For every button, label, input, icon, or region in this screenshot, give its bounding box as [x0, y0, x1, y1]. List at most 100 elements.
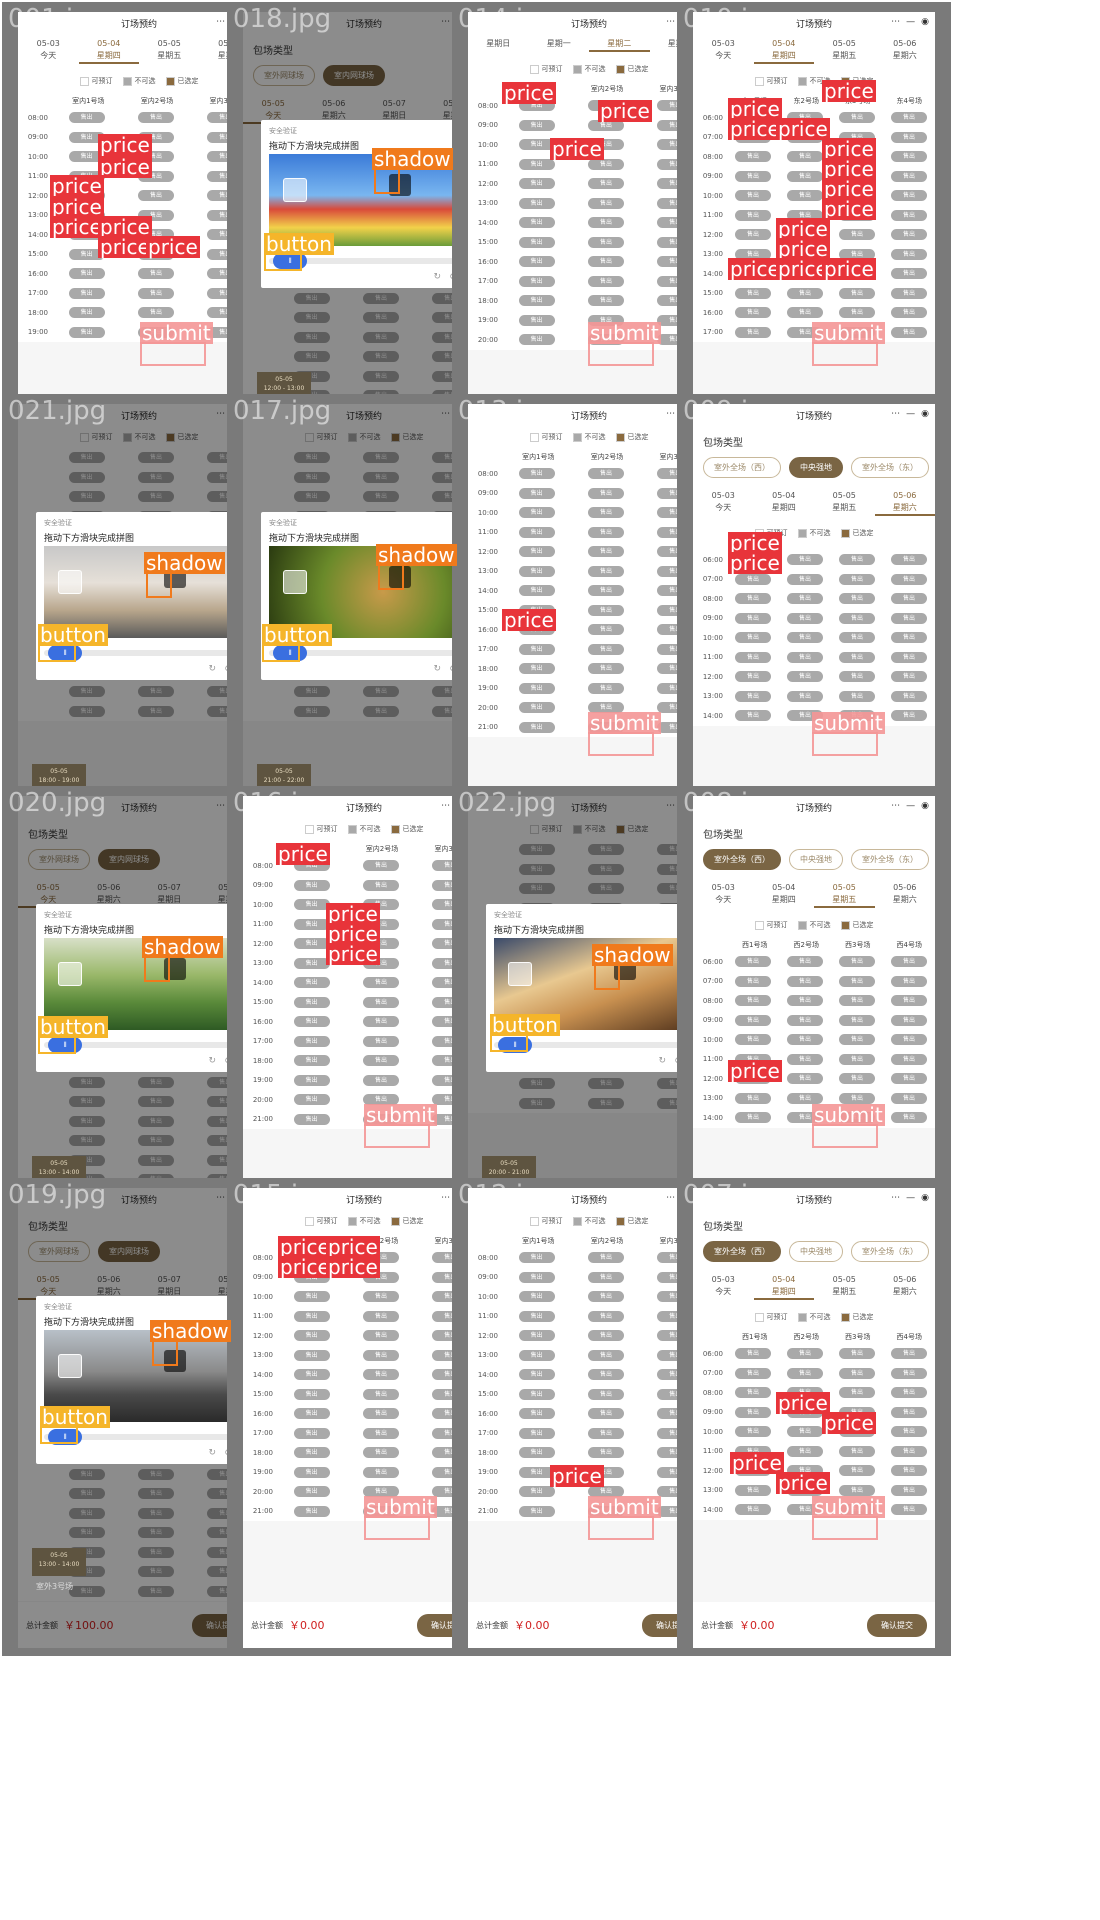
- more-icon[interactable]: ⋯: [891, 801, 901, 811]
- close-icon[interactable]: ◉: [921, 409, 929, 419]
- slot-cell[interactable]: 售出: [883, 268, 935, 280]
- slot-sold-chip[interactable]: 售出: [787, 1348, 823, 1360]
- slot-cell[interactable]: 售出: [779, 956, 831, 968]
- slot-sold-chip[interactable]: 售出: [362, 1035, 399, 1047]
- slot-sold-chip[interactable]: 售出: [432, 879, 469, 891]
- slot-cell[interactable]: 售出: [416, 1388, 485, 1400]
- slot-sold-chip[interactable]: 售出: [362, 899, 399, 911]
- slot-sold-chip[interactable]: 售出: [787, 170, 823, 182]
- slot-cell[interactable]: 售出: [52, 307, 121, 319]
- slot-cell[interactable]: 售出: [121, 209, 190, 221]
- slot-cell[interactable]: 售出: [883, 112, 935, 124]
- slot-cell[interactable]: 售出: [346, 1408, 415, 1420]
- slot-cell[interactable]: 售出: [277, 491, 346, 503]
- slot-sold-chip[interactable]: 售出: [735, 1348, 771, 1360]
- slot-cell[interactable]: 售出: [779, 593, 831, 605]
- slot-sold-chip[interactable]: 售出: [735, 190, 771, 202]
- slot-cell[interactable]: 售出: [191, 1546, 260, 1558]
- slot-cell[interactable]: 售出: [346, 899, 415, 911]
- slot-sold-chip[interactable]: 售出: [587, 585, 624, 597]
- slot-cell[interactable]: 售出: [641, 863, 710, 875]
- slot-sold-chip[interactable]: 售出: [891, 690, 927, 702]
- slot-cell[interactable]: 售出: [277, 351, 346, 363]
- slot-cell[interactable]: 售出: [641, 883, 710, 895]
- slot-sold-chip[interactable]: 售出: [293, 292, 330, 304]
- slot-sold-chip[interactable]: 售出: [518, 468, 555, 480]
- slot-sold-chip[interactable]: 售出: [207, 1154, 244, 1166]
- slot-sold-chip[interactable]: 售出: [891, 671, 927, 683]
- slot-cell[interactable]: 售出: [346, 1466, 415, 1478]
- slot-cell[interactable]: 售出: [346, 471, 415, 483]
- slot-cell[interactable]: 售出: [502, 295, 571, 307]
- slider-button[interactable]: ⦀: [48, 1429, 82, 1445]
- slot-sold-chip[interactable]: 售出: [657, 295, 694, 307]
- slot-cell[interactable]: 售出: [191, 1566, 260, 1578]
- slot-cell[interactable]: 售出: [831, 1348, 883, 1360]
- slot-cell[interactable]: 售出: [346, 312, 415, 324]
- slot-cell[interactable]: 售出: [121, 268, 190, 280]
- slot-sold-chip[interactable]: 售出: [293, 351, 330, 363]
- slot-cell[interactable]: 售出: [727, 1053, 779, 1065]
- slot-sold-chip[interactable]: 售出: [293, 977, 330, 989]
- slot-sold-chip[interactable]: 售出: [657, 119, 694, 131]
- slot-cell[interactable]: 售出: [831, 1034, 883, 1046]
- slot-cell[interactable]: 售出: [346, 1055, 415, 1067]
- slot-sold-chip[interactable]: 售出: [362, 686, 399, 698]
- slot-sold-chip[interactable]: 售出: [293, 938, 330, 950]
- slot-cell[interactable]: 售出: [277, 471, 346, 483]
- slot-cell[interactable]: 售出: [883, 1367, 935, 1379]
- slot-sold-chip[interactable]: 售出: [839, 248, 875, 260]
- slot-sold-chip[interactable]: 售出: [68, 287, 105, 299]
- slot-cell[interactable]: 售出: [52, 131, 121, 143]
- slot-cell[interactable]: 售出: [346, 491, 415, 503]
- slot-sold-chip[interactable]: 售出: [657, 1078, 694, 1090]
- slot-sold-chip[interactable]: 售出: [787, 1445, 823, 1457]
- venue-type-chip[interactable]: 室内网球场: [98, 849, 160, 870]
- slot-cell[interactable]: 售出: [727, 326, 779, 338]
- slot-cell[interactable]: 售出: [277, 1388, 346, 1400]
- slot-sold-chip[interactable]: 售出: [587, 1447, 624, 1459]
- slot-sold-chip[interactable]: 售出: [787, 612, 823, 624]
- slot-cell[interactable]: 售出: [727, 1406, 779, 1418]
- slot-cell[interactable]: 售出: [779, 1367, 831, 1379]
- slot-cell[interactable]: 售出: [779, 1034, 831, 1046]
- slot-cell[interactable]: 售出: [277, 1094, 346, 1106]
- slot-sold-chip[interactable]: 售出: [657, 1369, 694, 1381]
- slot-cell[interactable]: 售出: [502, 585, 571, 597]
- slot-sold-chip[interactable]: 售出: [787, 593, 823, 605]
- slot-cell[interactable]: 售出: [121, 1154, 190, 1166]
- slot-sold-chip[interactable]: 售出: [293, 1408, 330, 1420]
- slot-sold-chip[interactable]: 售出: [587, 1271, 624, 1283]
- slot-cell[interactable]: 售出: [346, 1074, 415, 1086]
- close-icon[interactable]: ◉: [921, 1193, 929, 1203]
- slot-sold-chip[interactable]: 售出: [787, 1014, 823, 1026]
- slot-cell[interactable]: 售出: [779, 1073, 831, 1085]
- slot-cell[interactable]: 售出: [641, 178, 710, 190]
- slot-cell[interactable]: 售出: [277, 1505, 346, 1517]
- slot-sold-chip[interactable]: 售出: [518, 1349, 555, 1361]
- slot-sold-chip[interactable]: 售出: [518, 682, 555, 694]
- slot-cell[interactable]: 售出: [346, 957, 415, 969]
- slot-sold-chip[interactable]: 售出: [839, 671, 875, 683]
- slot-cell[interactable]: 售出: [779, 1112, 831, 1124]
- slot-sold-chip[interactable]: 售出: [68, 1527, 105, 1539]
- date-tab[interactable]: 05-07 星期日: [139, 1274, 200, 1300]
- slot-sold-chip[interactable]: 售出: [587, 178, 624, 190]
- slot-sold-chip[interactable]: 售出: [432, 1349, 469, 1361]
- slot-sold-chip[interactable]: 售出: [735, 307, 771, 319]
- slot-sold-chip[interactable]: 售出: [657, 863, 694, 875]
- slot-cell[interactable]: 售出: [571, 1097, 640, 1109]
- slot-sold-chip[interactable]: 售出: [362, 1055, 399, 1067]
- slot-cell[interactable]: 售出: [416, 1113, 485, 1125]
- slot-sold-chip[interactable]: 售出: [137, 1076, 174, 1088]
- slot-sold-chip[interactable]: 售出: [432, 1486, 469, 1498]
- slot-sold-chip[interactable]: 售出: [68, 1154, 105, 1166]
- refresh-icon[interactable]: ↻: [208, 1056, 216, 1066]
- slot-sold-chip[interactable]: 售出: [518, 139, 555, 151]
- slot-sold-chip[interactable]: 售出: [518, 1486, 555, 1498]
- slot-cell[interactable]: 售出: [883, 287, 935, 299]
- slot-sold-chip[interactable]: 售出: [293, 1291, 330, 1303]
- slider-track[interactable]: [269, 650, 459, 656]
- slot-cell[interactable]: 售出: [641, 119, 710, 131]
